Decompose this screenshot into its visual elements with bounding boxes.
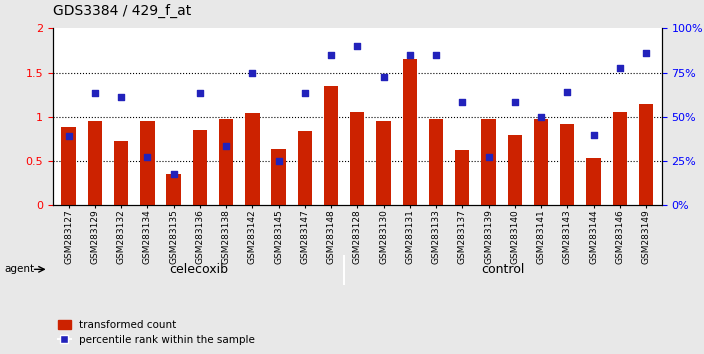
- Point: [614, 65, 625, 71]
- Text: control: control: [482, 263, 524, 276]
- Bar: [271, 149, 286, 205]
- Bar: [429, 119, 444, 205]
- Bar: [403, 59, 417, 205]
- Point: [483, 154, 494, 159]
- Point: [63, 133, 74, 139]
- Bar: [193, 130, 207, 205]
- Point: [194, 90, 206, 96]
- Point: [142, 154, 153, 159]
- Point: [378, 74, 389, 80]
- Point: [299, 90, 310, 96]
- Point: [430, 52, 441, 58]
- Bar: [87, 121, 102, 205]
- Text: celecoxib: celecoxib: [169, 263, 228, 276]
- Bar: [377, 121, 391, 205]
- Bar: [140, 121, 154, 205]
- Point: [89, 90, 101, 96]
- Point: [351, 43, 363, 49]
- Point: [273, 158, 284, 164]
- Bar: [219, 119, 233, 205]
- Bar: [298, 131, 312, 205]
- Bar: [534, 119, 548, 205]
- Point: [588, 132, 599, 137]
- Text: agent: agent: [4, 264, 34, 274]
- Bar: [612, 113, 627, 205]
- Legend: transformed count, percentile rank within the sample: transformed count, percentile rank withi…: [58, 320, 255, 345]
- Bar: [166, 175, 181, 205]
- Point: [509, 99, 520, 105]
- Bar: [586, 159, 601, 205]
- Bar: [61, 127, 76, 205]
- Point: [404, 52, 415, 58]
- Bar: [455, 150, 470, 205]
- Point: [457, 99, 468, 105]
- Bar: [508, 135, 522, 205]
- Bar: [350, 113, 365, 205]
- Point: [641, 50, 652, 56]
- Bar: [560, 124, 574, 205]
- Point: [115, 95, 127, 100]
- Point: [325, 52, 337, 58]
- Text: GDS3384 / 429_f_at: GDS3384 / 429_f_at: [53, 4, 191, 18]
- Bar: [482, 119, 496, 205]
- Point: [562, 89, 573, 95]
- Bar: [639, 104, 653, 205]
- Point: [220, 143, 232, 149]
- Bar: [324, 86, 338, 205]
- Point: [535, 114, 546, 120]
- Point: [246, 70, 258, 75]
- Point: [168, 172, 180, 177]
- Bar: [114, 141, 128, 205]
- Bar: [245, 113, 260, 205]
